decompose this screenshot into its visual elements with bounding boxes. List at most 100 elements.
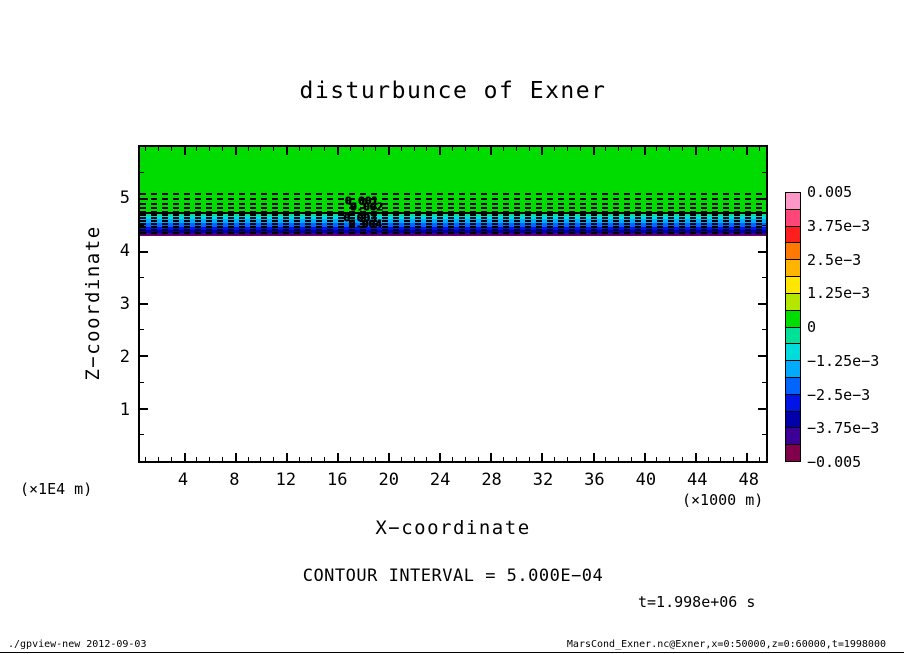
x-tick-minor: [579, 147, 581, 151]
x-tick-minor: [452, 147, 453, 151]
x-tick-minor: [669, 147, 671, 151]
y-tick-major: [140, 303, 148, 305]
time-label: t=1.998e+06 s: [638, 593, 756, 611]
x-tick-label: 40: [635, 470, 657, 490]
x-tick-minor: [170, 147, 172, 151]
contour-line: [140, 202, 766, 205]
x-tick-major: [643, 147, 646, 155]
colorbar-segment: [786, 445, 800, 461]
x-tick-minor: [758, 147, 760, 151]
colorbar-tick-label: −3.75e−3: [807, 419, 880, 438]
x-tick-label: 12: [275, 470, 297, 490]
x-tick-minor: [618, 147, 620, 151]
x-tick-minor: [464, 457, 466, 461]
contour-line: [140, 198, 766, 201]
x-tick-minor: [273, 457, 275, 461]
x-tick-minor: [503, 457, 505, 461]
colorbar-segment: [786, 344, 800, 362]
x-tick-major: [643, 453, 646, 461]
x-tick-minor: [554, 147, 556, 151]
colorbar-segment: [786, 193, 800, 210]
x-tick-minor: [375, 457, 377, 461]
x-tick-minor: [362, 457, 364, 461]
contour-line: [140, 193, 766, 196]
tone-band: [140, 226, 766, 230]
contour-label: 0.004: [348, 217, 382, 231]
x-tick-minor: [209, 147, 211, 151]
x-tick-major: [285, 147, 288, 155]
colorbar-segment: [786, 243, 800, 261]
contour-line: [140, 214, 766, 217]
plot-title: disturbunce of Exner: [299, 78, 607, 104]
x-tick-minor: [528, 457, 530, 461]
x-tick-minor: [158, 457, 160, 461]
x-tick-major: [388, 453, 391, 461]
x-tick-minor: [400, 147, 402, 151]
x-tick-minor: [528, 147, 530, 151]
x-tick-minor: [733, 457, 735, 461]
zero-contour-line: [140, 211, 766, 214]
contour-label: 0.003: [343, 211, 377, 225]
x-axis-label: X−coordinate: [375, 517, 531, 539]
x-tick-minor: [413, 457, 415, 461]
tone-band: [140, 236, 766, 461]
x-tick-major: [541, 453, 544, 461]
x-tick-minor: [298, 147, 300, 151]
contour-line: [140, 207, 766, 210]
colorbar-tick-label: 1.25e−3: [807, 284, 871, 303]
colorbar-segment: [786, 394, 800, 412]
colorbar-tick-label: 3.75e−3: [807, 216, 871, 235]
x-tick-minor: [145, 457, 147, 461]
x-tick-minor: [222, 147, 224, 151]
colorbar-segment: [786, 293, 800, 311]
x-tick-major: [490, 147, 493, 155]
x-tick-minor: [477, 147, 479, 151]
x-tick-major: [337, 453, 340, 461]
colorbar-segment: [786, 226, 800, 244]
x-tick-minor: [145, 147, 147, 151]
y-tick-major: [758, 407, 766, 410]
x-tick-major: [234, 147, 237, 155]
y-tick-minor: [762, 433, 766, 435]
y-tick-major: [140, 250, 148, 253]
y-tick-minor: [140, 172, 144, 174]
y-tick-major: [140, 198, 148, 201]
colorbar-segment: [786, 411, 800, 429]
x-tick-major: [694, 453, 697, 461]
contour-label: 0.002: [349, 200, 383, 214]
bottom-rule: [0, 652, 904, 653]
contour-line: [140, 228, 766, 231]
x-tick-major: [592, 147, 595, 155]
colorbar-segment: [786, 377, 800, 395]
colorbar-segment: [786, 428, 800, 446]
x-tick-minor: [222, 457, 224, 461]
x-tick-minor: [656, 457, 658, 461]
x-tick-major: [745, 147, 748, 155]
x-tick-minor: [503, 147, 505, 151]
x-tick-minor: [515, 147, 517, 151]
colorbar-tick-label: −0.005: [807, 453, 862, 471]
x-tick-label: 36: [584, 470, 605, 490]
y-tick-minor: [762, 172, 766, 174]
x-tick-major: [694, 147, 697, 155]
x-tick-minor: [375, 147, 377, 151]
colorbar-tick-label: 0.005: [807, 183, 853, 201]
y-tick-minor: [762, 224, 766, 226]
y-tick-major: [758, 355, 766, 358]
y-tick-label: 1: [119, 400, 130, 420]
contour-label: 0.001: [344, 194, 378, 208]
x-tick-major: [183, 147, 186, 155]
x-tick-label: 24: [429, 470, 451, 490]
colorbar-tick-label: 2.5e−3: [807, 250, 862, 269]
y-tick-label: 5: [119, 188, 130, 208]
x-tick-minor: [209, 457, 211, 461]
x-tick-major: [541, 147, 544, 155]
x-tick-minor: [311, 147, 313, 151]
x-tick-minor: [158, 147, 160, 151]
tone-band: [140, 229, 766, 233]
x-tick-major: [285, 453, 288, 461]
x-tick-minor: [579, 457, 581, 461]
y-tick-minor: [762, 381, 766, 383]
x-tick-label: 28: [481, 470, 502, 490]
x-tick-label: 32: [532, 470, 554, 490]
